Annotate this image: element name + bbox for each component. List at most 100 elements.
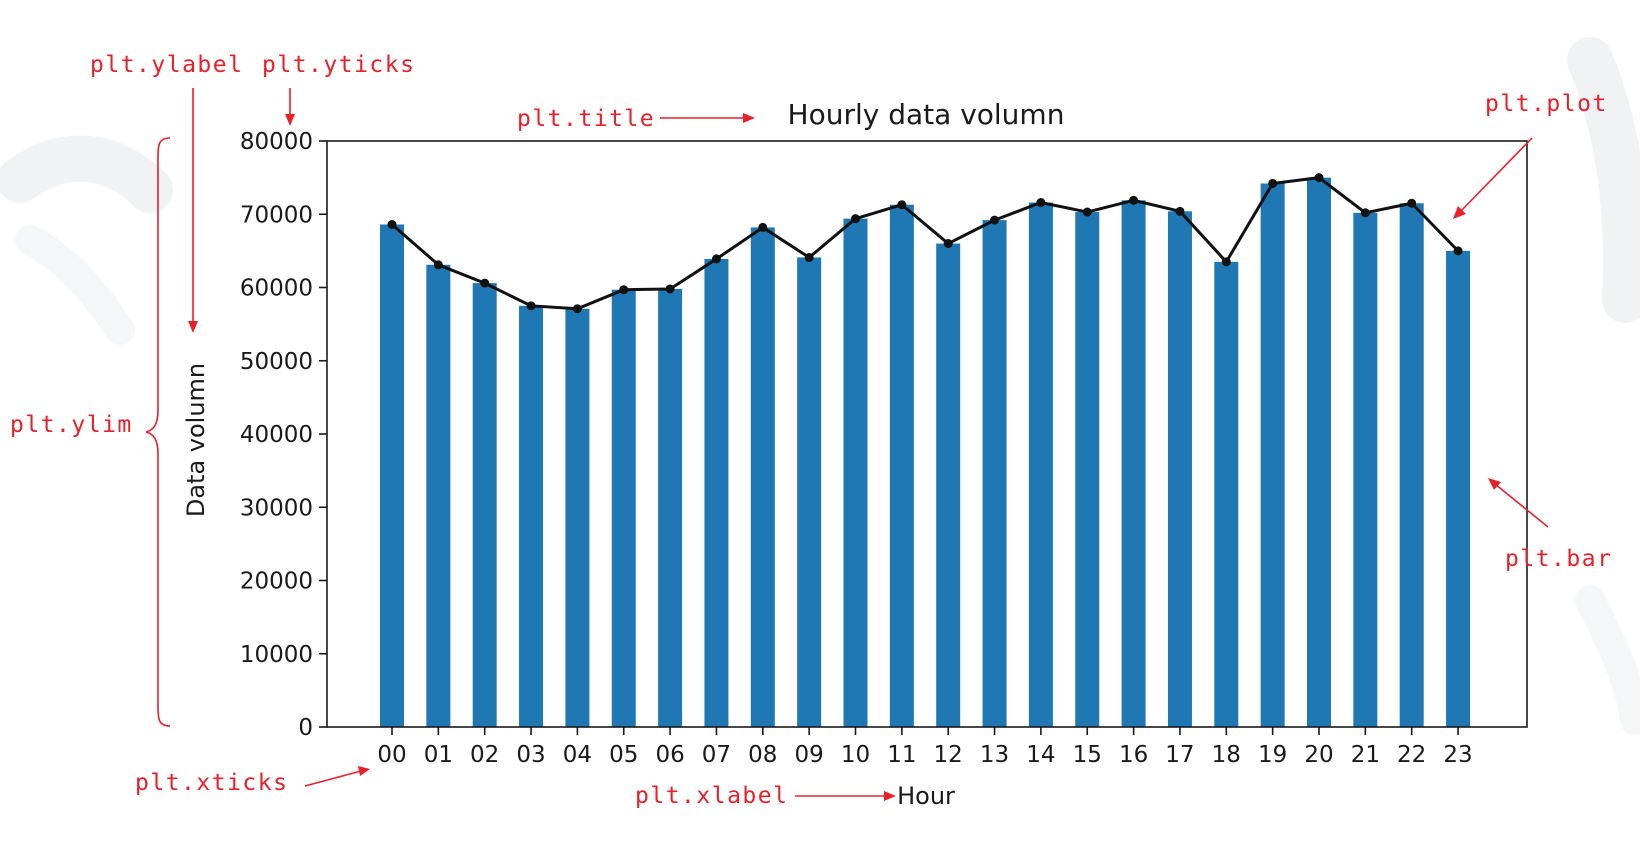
x-axis-ticks: 00 01 02 03 04 05 06 07 08 09 10 11 12 13 14 15 16 17 18 19… (377, 727, 1473, 768)
y-tick-label: 60000 (240, 276, 313, 302)
line-point-07 (711, 254, 721, 264)
line-point-02 (480, 278, 490, 288)
bar-05 (611, 289, 636, 727)
x-tick-label: 04 (563, 742, 592, 768)
y-axis-label: Data volumn (182, 363, 210, 517)
x-tick-label: 13 (980, 742, 1009, 768)
line-point-16 (1129, 195, 1139, 205)
x-tick-label: 09 (795, 742, 824, 768)
line-point-20 (1314, 173, 1324, 183)
arrow-bar-head (1488, 478, 1501, 490)
arrow-bar-line (1494, 483, 1549, 528)
line-point-05 (619, 285, 629, 295)
line-point-03 (526, 301, 536, 311)
x-tick-label: 08 (748, 742, 777, 768)
line-point-15 (1082, 207, 1092, 217)
line-point-17 (1175, 206, 1185, 216)
arrow-plot-line (1459, 137, 1533, 213)
arrow-yticks-head (285, 114, 295, 126)
bar-22 (1399, 203, 1424, 727)
annotation-xlabel: plt.xlabel (635, 783, 788, 809)
annotation-plot: plt.plot (1485, 91, 1608, 117)
bar-19 (1260, 183, 1285, 728)
arrow-xticks-head (358, 766, 370, 776)
x-tick-label: 05 (609, 742, 638, 768)
y-tick-label: 10000 (240, 642, 313, 668)
background-decoration (0, 37, 1640, 735)
bar-09 (797, 257, 822, 727)
x-tick-label: 19 (1258, 742, 1287, 768)
line-point-13 (990, 215, 1000, 225)
bar-03 (519, 305, 544, 727)
line-point-18 (1221, 257, 1231, 267)
annotation-ylim: plt.ylim (10, 412, 133, 438)
bar-17 (1167, 211, 1192, 727)
y-tick-label: 0 (298, 715, 313, 741)
annotations: plt.ylabel plt.yticks plt.title plt.plot… (10, 52, 1612, 809)
x-tick-label: 06 (655, 742, 684, 768)
x-tick-label: 10 (841, 742, 870, 768)
x-tick-label: 12 (934, 742, 963, 768)
bar-08 (750, 227, 775, 727)
line-point-12 (943, 239, 953, 249)
line-point-23 (1453, 246, 1463, 256)
line-point-14 (1036, 198, 1046, 208)
bar-14 (1028, 202, 1053, 727)
y-axis-ticks: 0 10000 20000 30000 40000 50000 60000 70000 8000… (240, 129, 327, 741)
bar-23 (1446, 250, 1471, 727)
line-series (391, 176, 1460, 311)
bar-07 (704, 258, 729, 727)
bar-13 (982, 220, 1007, 728)
line-point-21 (1360, 208, 1370, 218)
annotation-title: plt.title (517, 106, 655, 132)
bar-02 (472, 283, 497, 727)
annotation-bar: plt.bar (1505, 546, 1612, 572)
bar-21 (1353, 212, 1378, 727)
y-tick-label: 40000 (240, 422, 313, 448)
x-tick-label: 11 (887, 742, 916, 768)
x-tick-label: 14 (1026, 742, 1055, 768)
y-tick-label: 50000 (240, 349, 313, 375)
line-point-01 (433, 260, 443, 270)
annotation-xticks: plt.xticks (135, 770, 288, 796)
x-tick-label: 07 (702, 742, 731, 768)
annotation-yticks: plt.yticks (262, 52, 415, 78)
y-tick-label: 20000 (240, 569, 313, 595)
arrow-title-head (743, 113, 755, 123)
x-axis-label: Hour (897, 782, 955, 810)
bar-15 (1075, 212, 1100, 728)
bar-10 (843, 218, 868, 727)
bar-12 (936, 243, 961, 728)
x-tick-label: 16 (1119, 742, 1148, 768)
line-point-08 (758, 222, 768, 232)
line-point-22 (1407, 198, 1417, 208)
x-tick-label: 23 (1443, 742, 1472, 768)
bar-06 (658, 288, 683, 727)
x-tick-label: 21 (1351, 742, 1380, 768)
line-point-10 (851, 214, 860, 224)
bar-01 (426, 264, 451, 727)
plot-frame (326, 140, 1528, 728)
background-stroke-left (0, 135, 173, 213)
bar-16 (1121, 200, 1146, 727)
ylim-brace (145, 137, 171, 727)
x-tick-label: 20 (1304, 742, 1333, 768)
line-point-19 (1268, 178, 1278, 188)
line-point-06 (665, 284, 675, 294)
y-tick-label: 70000 (240, 202, 313, 228)
bar-11 (889, 204, 914, 728)
bar-series (380, 177, 1471, 728)
x-tick-label: 22 (1397, 742, 1426, 768)
line-point-09 (804, 252, 814, 262)
arrow-plot-head (1453, 206, 1466, 219)
line-point-11 (897, 200, 907, 210)
bar-20 (1307, 177, 1331, 727)
background-stroke-left-2 (15, 225, 135, 345)
line-point-00 (387, 220, 397, 230)
arrow-xlabel-head (884, 791, 896, 801)
arrow-ylabel-head (188, 321, 198, 333)
x-tick-label: 15 (1073, 742, 1102, 768)
x-tick-label: 18 (1212, 742, 1241, 768)
bar-04 (565, 308, 590, 727)
